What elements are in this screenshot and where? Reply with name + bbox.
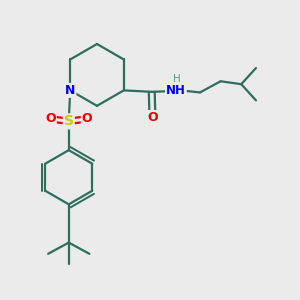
Text: O: O bbox=[82, 112, 92, 125]
Text: NH: NH bbox=[166, 84, 186, 97]
Text: H: H bbox=[172, 74, 180, 84]
Text: O: O bbox=[45, 112, 56, 125]
Text: N: N bbox=[65, 84, 75, 97]
Text: O: O bbox=[147, 111, 158, 124]
Text: S: S bbox=[64, 114, 74, 128]
